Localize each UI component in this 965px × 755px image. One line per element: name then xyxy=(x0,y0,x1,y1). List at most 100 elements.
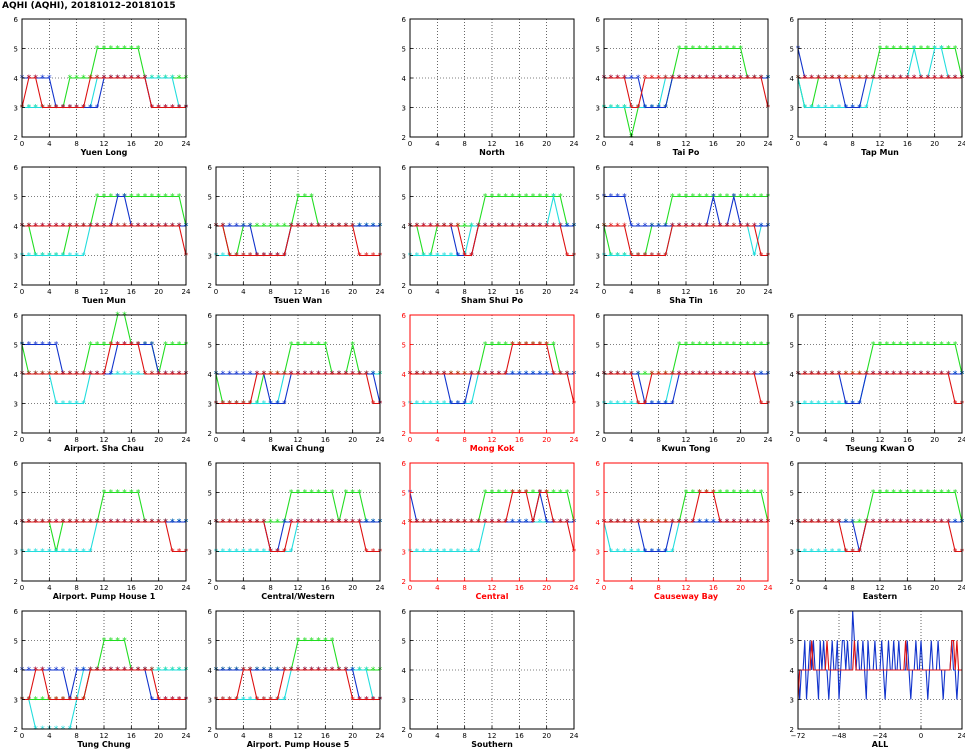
data-point-marker: * xyxy=(296,518,301,528)
data-point-marker: * xyxy=(156,696,161,706)
data-point-marker: * xyxy=(289,489,294,499)
x-tick-label: 24 xyxy=(182,288,191,296)
data-point-marker: * xyxy=(163,696,168,706)
data-point-marker: * xyxy=(898,370,903,380)
x-tick-label: 0 xyxy=(408,288,412,296)
data-point-marker: * xyxy=(61,104,66,114)
data-point-marker: * xyxy=(497,370,502,380)
data-point-marker: * xyxy=(524,518,529,528)
x-tick-label: 8 xyxy=(268,584,272,592)
data-point-marker: * xyxy=(912,74,917,84)
data-point-marker: * xyxy=(421,222,426,232)
data-point-marker: * xyxy=(643,104,648,114)
data-point-marker: * xyxy=(691,370,696,380)
data-point-marker: * xyxy=(61,518,66,528)
data-point-marker: * xyxy=(115,666,120,676)
data-point-marker: * xyxy=(122,222,127,232)
data-point-marker: * xyxy=(122,518,127,528)
data-point-marker: * xyxy=(476,548,481,558)
data-point-marker: * xyxy=(469,252,474,262)
data-point-marker: * xyxy=(323,222,328,232)
data-point-marker: * xyxy=(629,104,634,114)
data-point-marker: * xyxy=(704,341,709,351)
data-point-marker: * xyxy=(221,252,226,262)
data-point-marker: * xyxy=(357,696,362,706)
panel: ****************************************… xyxy=(596,164,773,305)
data-point-marker: * xyxy=(143,74,148,84)
data-point-marker: * xyxy=(241,400,246,410)
data-point-marker: * xyxy=(109,222,114,232)
data-point-marker: * xyxy=(483,370,488,380)
data-point-marker: * xyxy=(330,518,335,528)
data-point-marker: * xyxy=(697,222,702,232)
data-point-marker: * xyxy=(109,341,114,351)
data-point-marker: * xyxy=(81,370,86,380)
data-point-marker: * xyxy=(227,696,232,706)
data-point-marker: * xyxy=(337,370,342,380)
data-point-marker: * xyxy=(371,518,376,528)
data-point-marker: * xyxy=(316,666,321,676)
data-point-marker: * xyxy=(684,74,689,84)
data-point-marker: * xyxy=(129,666,134,676)
data-point-marker: * xyxy=(357,222,362,232)
data-point-marker: * xyxy=(95,666,100,676)
data-point-marker: * xyxy=(47,104,52,114)
data-point-marker: * xyxy=(40,725,45,735)
data-point-marker: * xyxy=(490,370,495,380)
data-point-marker: * xyxy=(177,370,182,380)
panel: ****************************************… xyxy=(208,312,385,453)
y-tick-label: 4 xyxy=(14,667,19,675)
data-point-marker: * xyxy=(74,370,79,380)
data-point-marker: * xyxy=(456,518,461,528)
data-point-marker: * xyxy=(435,222,440,232)
data-point-marker: * xyxy=(102,666,107,676)
y-tick-label: 6 xyxy=(596,164,601,172)
data-point-marker: * xyxy=(622,193,627,203)
data-point-marker: * xyxy=(435,518,440,528)
data-point-marker: * xyxy=(156,370,161,380)
x-tick-label: 8 xyxy=(462,436,466,444)
data-point-marker: * xyxy=(163,518,168,528)
data-point-marker: * xyxy=(609,252,614,262)
data-point-marker: * xyxy=(248,518,253,528)
data-point-marker: * xyxy=(711,518,716,528)
data-point-marker: * xyxy=(241,548,246,558)
data-point-marker: * xyxy=(497,518,502,528)
data-point-marker: * xyxy=(919,370,924,380)
data-point-marker: * xyxy=(303,666,308,676)
data-point-marker: * xyxy=(939,518,944,528)
data-point-marker: * xyxy=(115,341,120,351)
x-tick-label: 16 xyxy=(127,140,136,148)
data-point-marker: * xyxy=(663,104,668,114)
data-point-marker: * xyxy=(289,666,294,676)
data-point-marker: * xyxy=(248,222,253,232)
x-tick-label: 12 xyxy=(100,436,109,444)
data-point-marker: * xyxy=(551,518,556,528)
data-point-marker: * xyxy=(524,370,529,380)
data-point-marker: * xyxy=(517,222,522,232)
data-point-marker: * xyxy=(926,370,931,380)
data-point-marker: * xyxy=(663,222,668,232)
data-point-marker: * xyxy=(926,370,931,380)
data-point-marker: * xyxy=(143,341,148,351)
y-tick-label: 3 xyxy=(402,253,406,261)
data-point-marker: * xyxy=(462,400,467,410)
data-point-marker: * xyxy=(759,74,764,84)
y-tick-label: 5 xyxy=(402,638,406,646)
data-point-marker: * xyxy=(74,222,79,232)
data-point-marker: * xyxy=(136,222,141,232)
data-point-marker: * xyxy=(74,222,79,232)
data-point-marker: * xyxy=(823,400,828,410)
data-point-marker: * xyxy=(663,252,668,262)
data-point-marker: * xyxy=(275,370,280,380)
x-tick-label: 8 xyxy=(656,140,660,148)
data-point-marker: * xyxy=(309,518,314,528)
data-point-marker: * xyxy=(364,518,369,528)
data-point-marker: * xyxy=(68,696,73,706)
data-point-marker: * xyxy=(503,222,508,232)
x-tick-label: 20 xyxy=(154,436,163,444)
data-point-marker: * xyxy=(54,548,59,558)
data-point-marker: * xyxy=(47,518,52,528)
data-point-marker: * xyxy=(953,400,958,410)
data-point-marker: * xyxy=(503,518,508,528)
